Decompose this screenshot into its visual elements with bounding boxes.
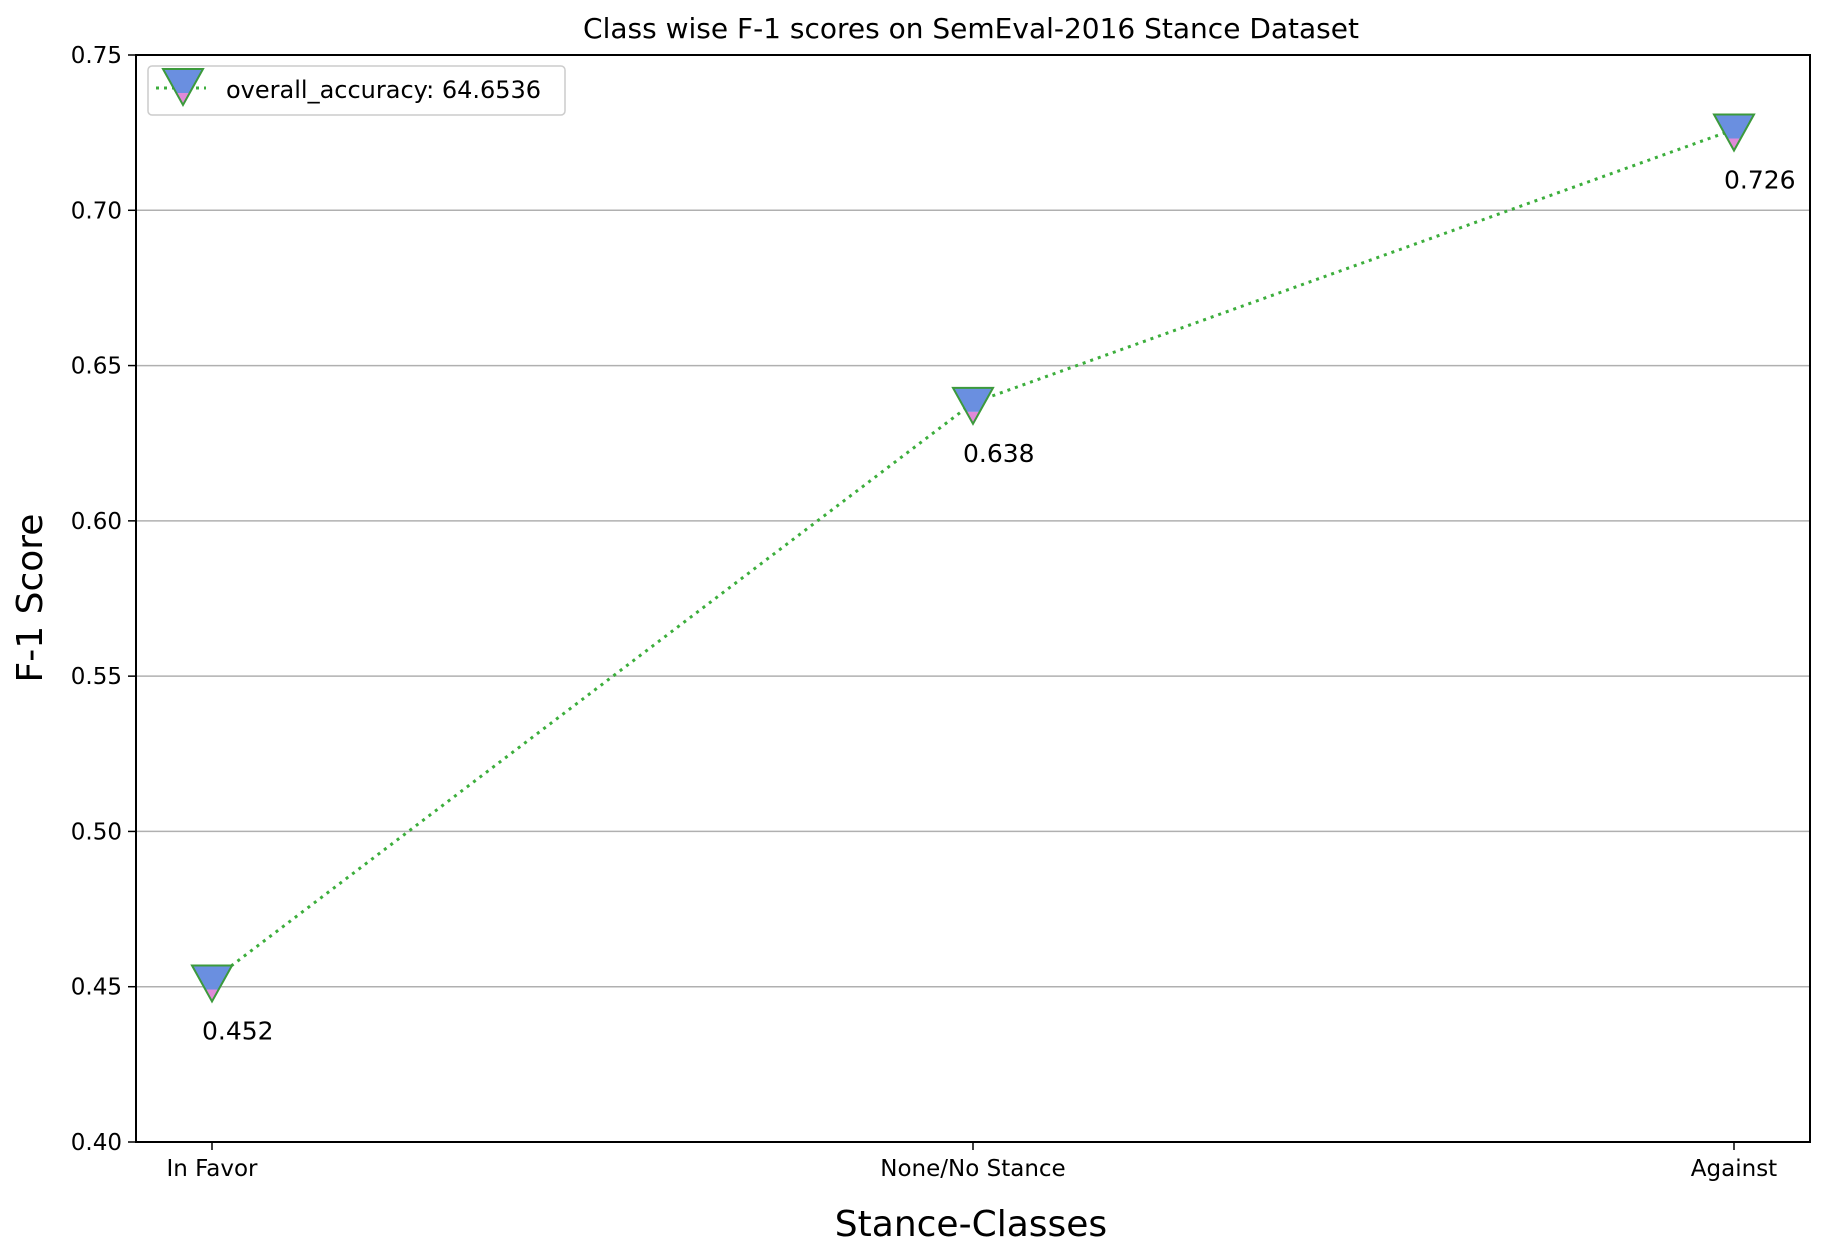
data-point-0-outline bbox=[190, 964, 234, 1004]
gridlines bbox=[136, 209, 1810, 988]
series-markers bbox=[190, 113, 1756, 1004]
chart-title: Class wise F-1 scores on SemEval-2016 St… bbox=[583, 12, 1359, 45]
data-point-1 bbox=[951, 386, 995, 426]
y-tick-label-4: 0.60 bbox=[71, 509, 122, 535]
data-point-2-bottom-half bbox=[1727, 138, 1741, 151]
legend: overall_accuracy: 64.6536 bbox=[147, 65, 566, 116]
x-tick-label-0: In Favor bbox=[166, 1156, 258, 1182]
data-point-0-bottom-half bbox=[205, 989, 219, 1002]
y-tick-label-0: 0.40 bbox=[71, 1130, 122, 1156]
y-tick-label-7: 0.75 bbox=[71, 43, 122, 69]
y-axis-title: F-1 Score bbox=[10, 514, 51, 683]
x-tick-label-1: None/No Stance bbox=[880, 1156, 1065, 1182]
legend-marker-shape-bottom-half bbox=[176, 93, 190, 105]
data-point-2 bbox=[1712, 113, 1756, 153]
x-tick-label-2: Against bbox=[1691, 1156, 1777, 1182]
y-tick-label-1: 0.45 bbox=[71, 975, 122, 1001]
legend-entry-label: overall_accuracy: 64.6536 bbox=[226, 76, 541, 104]
y-tick-label-3: 0.55 bbox=[71, 664, 122, 690]
data-label-0: 0.452 bbox=[202, 1017, 274, 1046]
data-point-0 bbox=[190, 964, 234, 1004]
legend-box bbox=[147, 65, 566, 116]
data-point-2-outline bbox=[1712, 113, 1756, 153]
legend-marker-shape bbox=[161, 68, 205, 108]
legend-marker-icon bbox=[161, 68, 205, 108]
y-tick-label-6: 0.70 bbox=[71, 198, 122, 224]
x-axis-title: Stance-Classes bbox=[835, 1204, 1107, 1245]
x-axis: In Favor None/No Stance Against bbox=[166, 1142, 1777, 1182]
data-point-1-outline bbox=[951, 386, 995, 426]
y-tick-label-5: 0.65 bbox=[71, 354, 122, 380]
legend-marker-shape-outline bbox=[161, 68, 205, 108]
data-label-1: 0.638 bbox=[963, 439, 1035, 468]
y-axis: 0.40 0.45 0.50 0.55 0.60 0.65 0.70 0.75 bbox=[71, 43, 136, 1156]
y-tick-label-2: 0.50 bbox=[71, 819, 122, 845]
data-point-1-bottom-half bbox=[966, 411, 980, 424]
data-labels: 0.452 0.638 0.726 bbox=[202, 166, 1796, 1046]
data-label-2: 0.726 bbox=[1724, 166, 1796, 195]
